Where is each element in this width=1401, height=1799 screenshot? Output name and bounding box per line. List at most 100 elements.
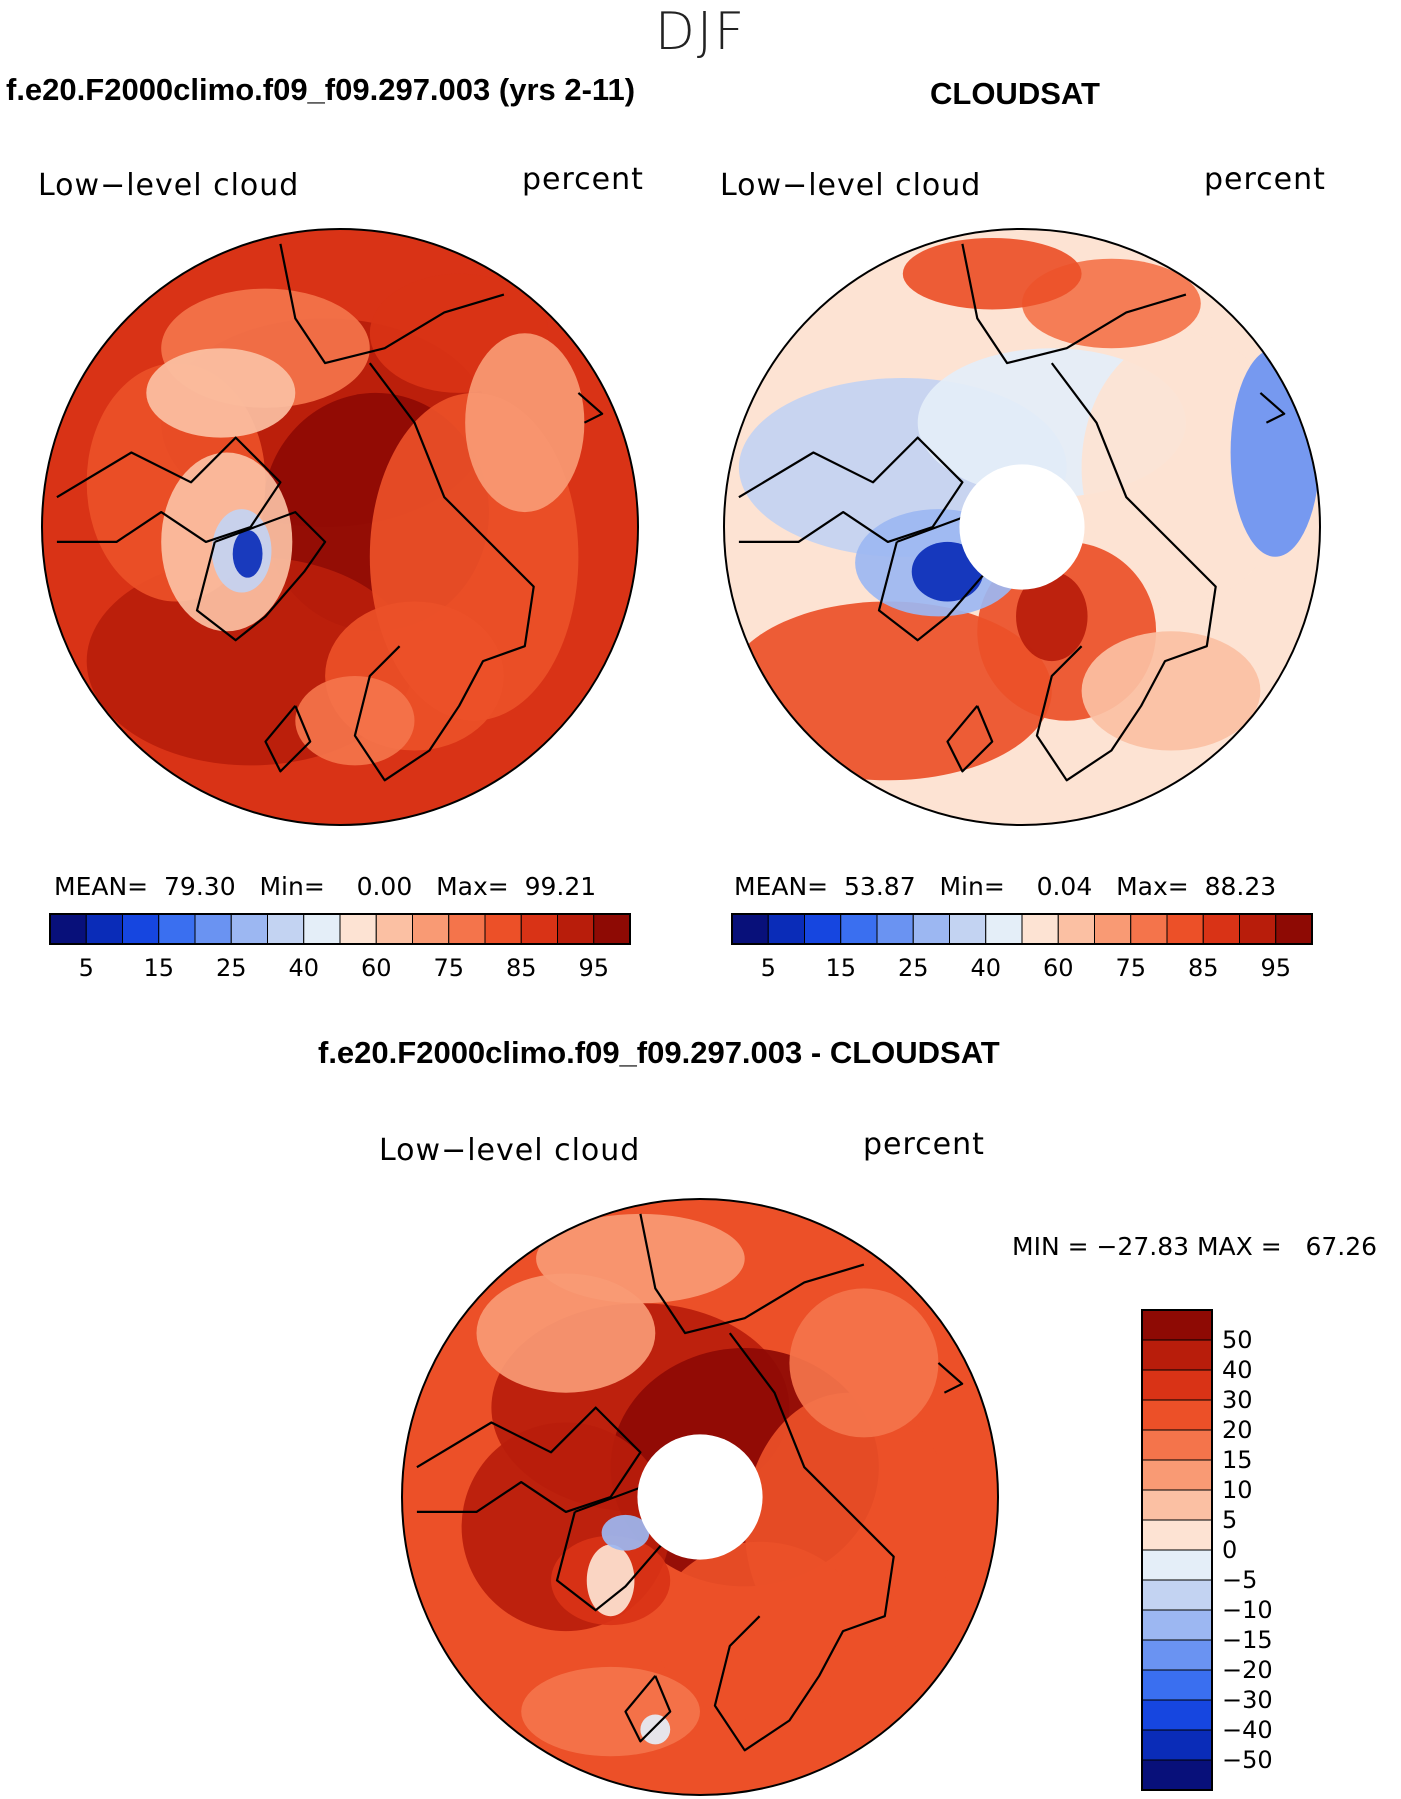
diff-colorbar-bin xyxy=(1141,1489,1213,1521)
model-colorbar-bin xyxy=(303,913,341,945)
model-contour-patch xyxy=(295,676,415,766)
diff-colorbar-bin xyxy=(1141,1549,1213,1581)
diff-colorbar-tick-label: 5 xyxy=(1222,1506,1238,1534)
model-panel-title: f.e20.F2000climo.f09_f09.297.003 (yrs 2-… xyxy=(6,72,636,107)
obs-colorbar-bin xyxy=(1094,913,1132,945)
model-min-label: Min= xyxy=(259,872,325,901)
model-map xyxy=(42,229,638,825)
diff-colorbar-bin xyxy=(1141,1459,1213,1491)
model-mean-value: 79.30 xyxy=(164,872,236,901)
diff-contour-patch xyxy=(476,1273,656,1393)
obs-colorbar-tick-label: 95 xyxy=(1260,954,1292,982)
obs-colorbar-bin xyxy=(985,913,1023,945)
model-colorbar-bin xyxy=(593,913,631,945)
obs-coastline xyxy=(1259,392,1286,424)
diff-colorbar-bin xyxy=(1141,1759,1213,1791)
obs-colorbar-tick-label: 15 xyxy=(825,954,857,982)
diff-units-label: percent xyxy=(863,1127,985,1162)
model-contour-patch xyxy=(146,348,296,438)
model-colorbar-bin xyxy=(158,913,196,945)
model-coastline xyxy=(195,511,327,642)
diff-variable-label: Low−level cloud xyxy=(379,1133,641,1168)
diff-colorbar-bin xyxy=(1141,1669,1213,1701)
colorbars-layer xyxy=(49,913,1313,1791)
diff-contour-patch xyxy=(655,1541,864,1721)
model-coastline xyxy=(353,362,535,782)
obs-stats: MEAN= 53.87 Min= 0.04 Max= 88.23 xyxy=(734,872,1276,901)
diff-contour-patch xyxy=(601,1514,650,1551)
model-colorbar-bin xyxy=(557,913,595,945)
model-colorbar-bin xyxy=(412,913,450,945)
obs-colorbar-bin xyxy=(949,913,987,945)
obs-variable-label: Low−level cloud xyxy=(720,168,982,203)
obs-contour-patch xyxy=(1230,348,1320,557)
diff-missing-polar-cap xyxy=(637,1434,763,1560)
diff-coastline xyxy=(624,1675,672,1743)
diff-colorbar-bin xyxy=(1141,1609,1213,1641)
diff-colorbar-tick-label: −5 xyxy=(1222,1566,1258,1594)
diff-coastline xyxy=(416,1406,642,1513)
model-max-label: Max= xyxy=(436,872,509,901)
obs-colorbar-bin xyxy=(1239,913,1277,945)
obs-colorbar-tick-label: 25 xyxy=(897,954,929,982)
obs-max-value: 88.23 xyxy=(1204,872,1277,901)
model-colorbar-bin xyxy=(520,913,558,945)
obs-coastline xyxy=(738,436,964,543)
diff-contour-patch xyxy=(521,1666,700,1757)
model-map-border xyxy=(41,228,639,826)
obs-coastline xyxy=(946,705,994,773)
model-colorbar-bin xyxy=(267,913,305,945)
diff-colorbar-bin xyxy=(1141,1399,1213,1431)
model-colorbar-tick-label: 25 xyxy=(215,954,247,982)
obs-min-value: 0.04 xyxy=(1036,872,1093,901)
model-contour-patch xyxy=(465,333,585,513)
obs-colorbar-tick-label: 75 xyxy=(1115,954,1147,982)
model-colorbar-bin xyxy=(194,913,232,945)
diff-coastline xyxy=(937,1362,964,1394)
model-colorbar-bin xyxy=(49,913,87,945)
obs-contour-patch xyxy=(911,541,984,602)
obs-min-label: Min= xyxy=(939,872,1005,901)
obs-contour-patch xyxy=(1081,631,1261,751)
model-colorbar-bin xyxy=(85,913,123,945)
model-colorbar-bin xyxy=(230,913,268,945)
diff-colorbar-bin xyxy=(1141,1369,1213,1401)
maps-layer xyxy=(41,228,1321,1796)
obs-colorbar-bin xyxy=(1130,913,1168,945)
diff-colorbar-frame xyxy=(1141,1309,1213,1791)
obs-mean-label: MEAN= xyxy=(734,872,829,901)
diff-colorbar-bin xyxy=(1141,1729,1213,1761)
model-colorbar-bin xyxy=(122,913,160,945)
diff-map xyxy=(402,1199,998,1795)
obs-mean-value: 53.87 xyxy=(844,872,916,901)
obs-contour-patch xyxy=(1016,571,1088,662)
obs-map-border xyxy=(723,228,1321,826)
model-max-value: 99.21 xyxy=(524,872,597,901)
model-colorbar-tick-label: 60 xyxy=(360,954,392,982)
obs-colorbar-bin xyxy=(1202,913,1240,945)
obs-colorbar-tick-label: 85 xyxy=(1187,954,1219,982)
diff-colorbar-tick-label: 20 xyxy=(1222,1416,1253,1444)
diff-colorbar-bin xyxy=(1141,1429,1213,1461)
obs-units-label: percent xyxy=(1204,162,1326,197)
model-colorbar-bin xyxy=(375,913,413,945)
model-contour-patch xyxy=(232,529,263,578)
diff-colorbar-tick-label: −15 xyxy=(1222,1626,1273,1654)
diff-coastline xyxy=(639,1213,865,1335)
obs-coastline xyxy=(1035,362,1217,782)
diff-colorbar-tick-label: −30 xyxy=(1222,1686,1273,1714)
diff-colorbar-tick-label: 30 xyxy=(1222,1386,1253,1414)
diff-colorbar-bin xyxy=(1141,1639,1213,1671)
diff-colorbar-bin xyxy=(1141,1309,1213,1341)
model-colorbar-tick-label: 85 xyxy=(505,954,537,982)
obs-colorbar-tick-label: 60 xyxy=(1042,954,1074,982)
model-coastline xyxy=(264,705,312,773)
diff-colorbar-tick-label: 50 xyxy=(1222,1326,1253,1354)
model-colorbar-tick-label: 5 xyxy=(78,954,94,982)
model-colorbar-tick-label: 75 xyxy=(433,954,465,982)
model-colorbar-tick-label: 15 xyxy=(143,954,175,982)
model-coastline xyxy=(279,243,505,365)
obs-missing-polar-cap xyxy=(959,464,1085,590)
obs-colorbar-bin xyxy=(804,913,842,945)
model-stats: MEAN= 79.30 Min= 0.00 Max= 99.21 xyxy=(54,872,596,901)
